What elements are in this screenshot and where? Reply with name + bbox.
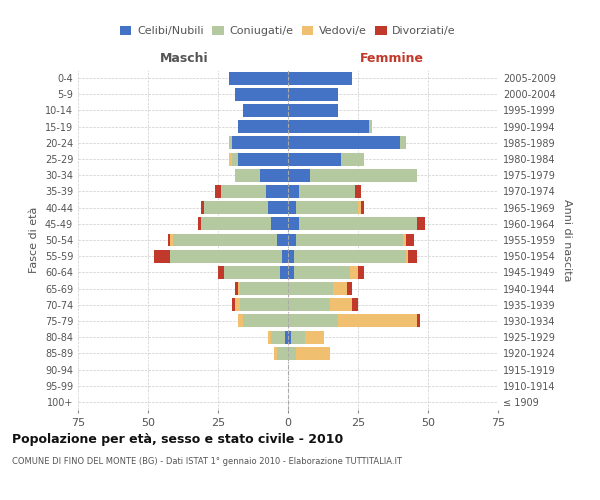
Bar [167,234,170,246]
Bar [288,104,338,117]
Bar [229,136,232,149]
Bar [310,169,417,181]
Bar [280,266,288,279]
Bar [238,282,241,295]
Bar [235,169,260,181]
Bar [361,201,364,214]
Bar [330,298,352,311]
Text: Femmine: Femmine [359,52,424,65]
Bar [238,314,243,328]
Bar [288,185,299,198]
Bar [352,298,358,311]
Bar [358,201,361,214]
Bar [417,314,419,328]
Bar [406,250,409,262]
Text: Popolazione per età, sesso e stato civile - 2010: Popolazione per età, sesso e stato civil… [12,432,343,446]
Bar [341,152,364,166]
Bar [154,250,170,262]
Bar [288,347,296,360]
Bar [417,218,425,230]
Bar [299,185,355,198]
Bar [241,282,288,295]
Bar [288,218,299,230]
Bar [285,330,288,344]
Bar [305,330,325,344]
Bar [243,314,288,328]
Bar [409,250,417,262]
Bar [215,185,221,198]
Y-axis label: Anni di nascita: Anni di nascita [562,198,572,281]
Bar [288,330,291,344]
Bar [355,185,361,198]
Bar [243,104,288,117]
Bar [204,201,268,214]
Bar [274,347,277,360]
Bar [271,330,285,344]
Bar [266,185,288,198]
Bar [291,330,305,344]
Bar [288,169,310,181]
Bar [406,234,414,246]
Bar [358,266,364,279]
Bar [232,136,288,149]
Bar [288,250,293,262]
Text: COMUNE DI FINO DEL MONTE (BG) - Dati ISTAT 1° gennaio 2010 - Elaborazione TUTTIT: COMUNE DI FINO DEL MONTE (BG) - Dati IST… [12,458,402,466]
Bar [296,347,330,360]
Bar [235,88,288,101]
Bar [238,152,288,166]
Bar [277,347,288,360]
Bar [288,282,333,295]
Bar [288,266,293,279]
Bar [221,185,266,198]
Bar [288,72,352,85]
Bar [283,250,288,262]
Bar [201,218,271,230]
Bar [224,266,280,279]
Bar [260,169,288,181]
Bar [170,250,283,262]
Bar [288,234,296,246]
Bar [288,120,369,133]
Text: Maschi: Maschi [160,52,209,65]
Bar [271,218,288,230]
Bar [268,201,288,214]
Bar [229,72,288,85]
Bar [400,136,406,149]
Bar [173,234,277,246]
Bar [350,266,358,279]
Bar [369,120,372,133]
Bar [333,282,347,295]
Bar [170,234,173,246]
Bar [235,282,238,295]
Bar [288,201,296,214]
Bar [288,136,400,149]
Bar [403,234,406,246]
Bar [199,218,201,230]
Bar [238,120,288,133]
Bar [218,266,224,279]
Legend: Celibi/Nubili, Coniugati/e, Vedovi/e, Divorziati/e: Celibi/Nubili, Coniugati/e, Vedovi/e, Di… [116,21,460,40]
Bar [299,218,417,230]
Bar [241,298,288,311]
Bar [235,298,241,311]
Bar [201,201,204,214]
Bar [293,266,350,279]
Bar [296,234,403,246]
Bar [288,152,341,166]
Bar [338,314,417,328]
Bar [293,250,406,262]
Bar [268,330,271,344]
Bar [347,282,352,295]
Y-axis label: Fasce di età: Fasce di età [29,207,39,273]
Bar [232,298,235,311]
Bar [288,88,338,101]
Bar [229,152,232,166]
Bar [288,314,338,328]
Bar [232,152,238,166]
Bar [296,201,358,214]
Bar [288,298,330,311]
Bar [277,234,288,246]
